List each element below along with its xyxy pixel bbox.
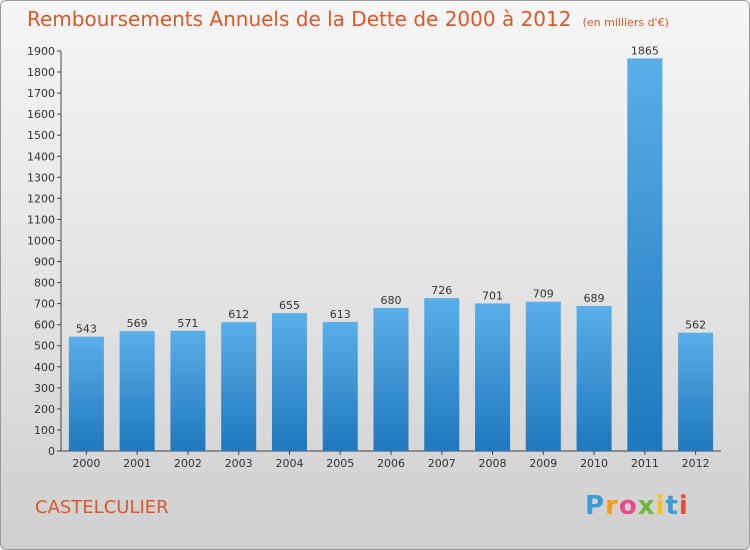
- x-tick-label: 2004: [275, 457, 303, 470]
- y-tick-label: 1400: [27, 150, 55, 163]
- y-tick-label: 1600: [27, 108, 55, 121]
- y-tick-label: 300: [34, 382, 55, 395]
- y-tick-label: 1800: [27, 66, 55, 79]
- value-label: 569: [127, 317, 148, 330]
- y-tick-label: 1300: [27, 171, 55, 184]
- x-tick-label: 2002: [174, 457, 202, 470]
- y-tick-label: 1700: [27, 87, 55, 100]
- y-tick-label: 100: [34, 424, 55, 437]
- y-tick-label: 1500: [27, 129, 55, 142]
- bar: [627, 58, 663, 452]
- bar: [678, 332, 714, 451]
- bar: [475, 303, 511, 451]
- x-tick-label: 2008: [479, 457, 507, 470]
- x-tick-label: 2005: [326, 457, 354, 470]
- logo-letter: t: [665, 491, 679, 521]
- axes: 0 100 200 300 400 500 600 700 800 900 1000 1100 1200…: [27, 45, 721, 470]
- title-row: Remboursements Annuels de la Dette de 20…: [27, 7, 669, 31]
- chart-title: Remboursements Annuels de la Dette de 20…: [27, 7, 572, 31]
- value-label: 1865: [631, 44, 659, 57]
- value-label: 562: [685, 319, 706, 332]
- bar: [271, 313, 307, 451]
- x-tick-label: 2001: [123, 457, 151, 470]
- value-label: 701: [482, 289, 503, 302]
- value-label: 543: [76, 323, 97, 336]
- y-tick-label: 400: [34, 361, 55, 374]
- bar: [119, 331, 155, 451]
- value-label: 571: [177, 317, 198, 330]
- y-tick-label: 0: [48, 445, 55, 458]
- bar: [221, 322, 257, 451]
- y-tick-label: 1200: [27, 192, 55, 205]
- y-tick-label: 600: [34, 319, 55, 332]
- value-label: 726: [431, 284, 452, 297]
- bars: 543 569 571 612 655 613 680 726 701 709 689 1865 562: [68, 44, 714, 452]
- bar: [576, 305, 612, 451]
- y-tick-label: 1900: [27, 45, 55, 58]
- value-label: 689: [584, 292, 605, 305]
- y-tick-label: 1100: [27, 213, 55, 226]
- logo-letter: o: [618, 491, 638, 521]
- x-tick-label: 2010: [580, 457, 608, 470]
- logo-letter: i: [655, 491, 666, 521]
- logo-letter: x: [637, 491, 656, 521]
- bar: [68, 336, 104, 451]
- bar: [170, 330, 206, 451]
- bar: [322, 321, 358, 451]
- value-label: 613: [330, 308, 351, 321]
- y-tick-label: 700: [34, 298, 55, 311]
- logo-letter: P: [585, 491, 606, 521]
- x-tick-label: 2006: [377, 457, 405, 470]
- logo-letter: r: [605, 491, 619, 521]
- y-tick-label: 500: [34, 340, 55, 353]
- town-name: CASTELCULIER: [35, 497, 169, 518]
- value-label: 612: [228, 308, 249, 321]
- bar: [424, 298, 460, 451]
- x-tick-label: 2009: [529, 457, 557, 470]
- y-tick-label: 1000: [27, 234, 55, 247]
- y-tick-label: 900: [34, 256, 55, 269]
- x-tick-label: 2012: [682, 457, 710, 470]
- proxiti-logo[interactable]: Proxiti: [585, 491, 689, 521]
- value-label: 655: [279, 299, 300, 312]
- x-tick-label: 2000: [72, 457, 100, 470]
- chart-unit: (en milliers d'€): [582, 16, 669, 29]
- x-tick-label: 2003: [225, 457, 253, 470]
- bar: [525, 301, 561, 451]
- y-tick-label: 800: [34, 277, 55, 290]
- x-tick-label: 2011: [631, 457, 659, 470]
- value-label: 680: [381, 294, 402, 307]
- x-tick-label: 2007: [428, 457, 456, 470]
- logo-letter: i: [678, 491, 689, 521]
- y-tick-label: 200: [34, 403, 55, 416]
- bar: [373, 307, 409, 451]
- value-label: 709: [533, 288, 554, 301]
